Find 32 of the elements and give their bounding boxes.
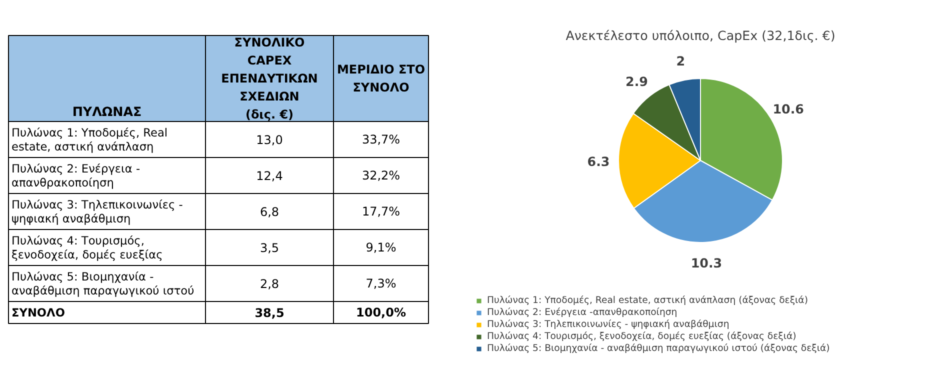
- data-label: 10.6: [772, 102, 804, 117]
- text: ΠΥΛΩΝΑΣ: [72, 104, 142, 119]
- data-label: 3,5: [260, 241, 280, 255]
- data-label: 13,0: [256, 133, 283, 147]
- category-label: Πυλώνας 2: Ενέργεια - απανθρακοποίηση: [12, 162, 140, 190]
- data-label: 2: [676, 53, 686, 68]
- data-label: 7,3%: [366, 276, 396, 290]
- data-label: 2,8: [260, 277, 280, 291]
- legend-label: Πυλώνας 5: Βιομηχανία - αναβάθμιση παραγωγικού ιστού (άξονας δεξιά): [487, 342, 830, 354]
- data-label: 32,2%: [362, 168, 400, 182]
- data-label: 38,5: [254, 306, 284, 320]
- data-label: 12,4: [256, 169, 283, 183]
- data-label: 9,1%: [366, 240, 396, 254]
- series-label: ΣΥΝΟΛΙΚΟ CAPEX ΕΠΕΝΔΥΤΙΚΩΝ ΣΧΕΔΙΩΝ (δις. €): [221, 36, 318, 122]
- data-label: 2.9: [626, 74, 648, 89]
- data-label: 100,0%: [356, 306, 406, 320]
- data-label: 6.3: [587, 154, 610, 169]
- category-label: Πυλώνας 1: Υποδομές, Real estate, αστική ανάπλαση: [12, 126, 168, 154]
- data-label: 6,8: [260, 205, 280, 219]
- category-label: ΣΥΝΟΛΟ: [12, 306, 66, 320]
- data-label: 17,7%: [362, 204, 400, 218]
- legend-label: Πυλώνας 4: Τουρισμός, ξενοδοχεία, δομές ευεξίας (άξονας δεξιά): [487, 330, 796, 342]
- category-label: Πυλώνας 5: Βιομηχανία - αναβάθμιση παραγωγικού ιστού: [12, 270, 194, 298]
- legend-label: Πυλώνας 1: Υποδομές, Real estate, αστική ανάπλαση (άξονας δεξιά): [487, 294, 808, 306]
- text: ΜΕΡΙΔΙΟ ΣΤΟ ΣΥΝΟΛΟ: [336, 62, 426, 94]
- chart-title: Ανεκτέλεστο υπόλοιπο, CapEx (32,1δις. €): [566, 28, 836, 43]
- category-label: Πυλώνας 3: Τηλεπικοινωνίες - ψηφιακή αναβάθμιση: [12, 198, 183, 226]
- data-label: 10.3: [690, 255, 722, 270]
- legend-label: Πυλώνας 2: Ενέργεια -απανθρακοποίηση: [487, 306, 678, 318]
- data-label: 33,7%: [362, 132, 400, 146]
- category-label: Πυλώνας 4: Τουρισμός, ξενοδοχεία, δομές ευεξίας: [12, 234, 163, 262]
- legend-label: Πυλώνας 3: Τηλεπικοινωνίες - ψηφιακή αναβάθμιση: [487, 318, 730, 330]
